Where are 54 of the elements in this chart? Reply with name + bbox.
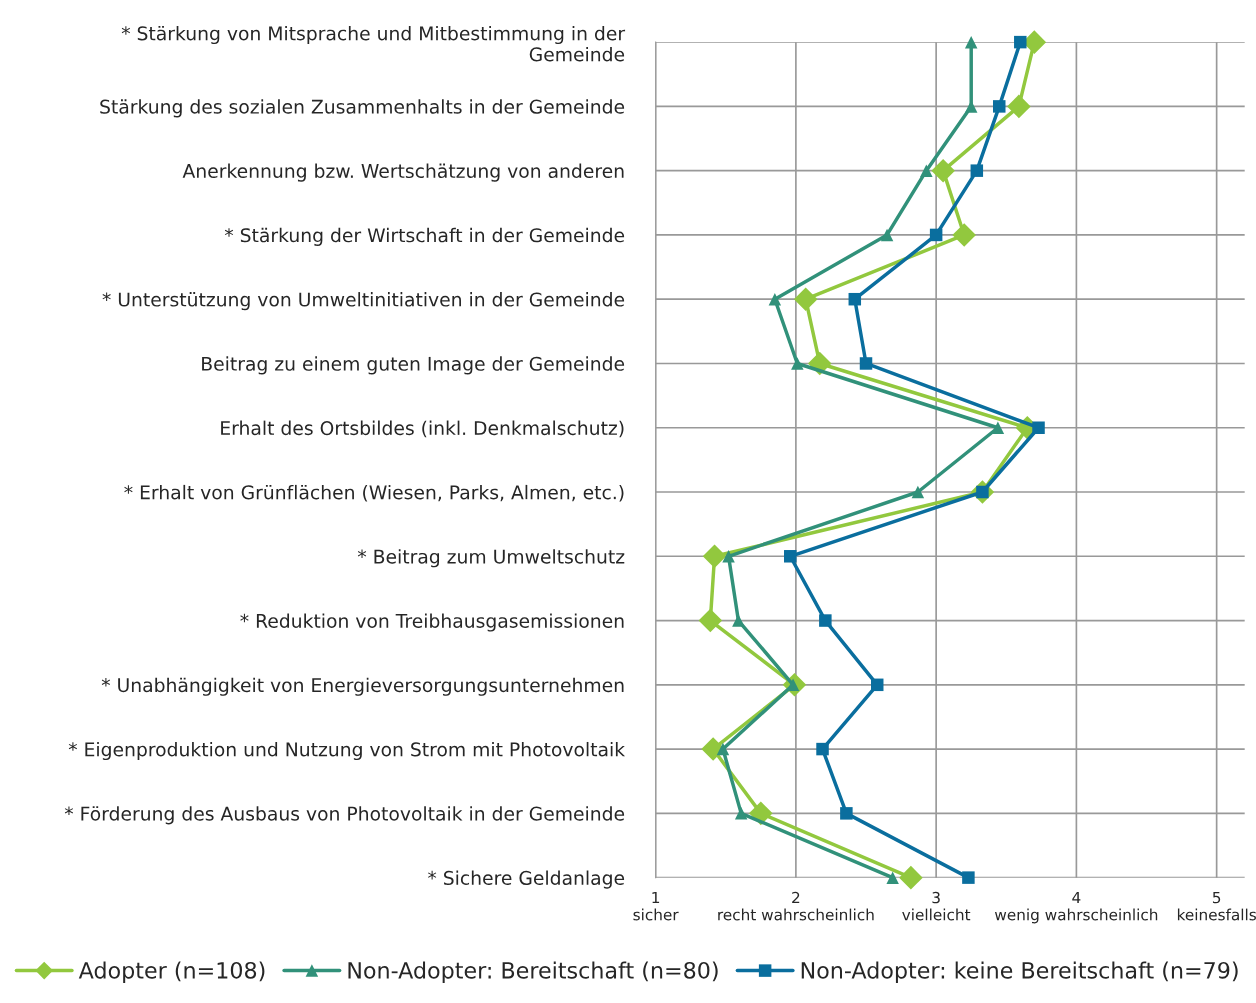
point xyxy=(1032,421,1045,434)
point xyxy=(716,742,730,756)
point xyxy=(793,287,818,311)
x-tick-label: 5 keinesfalls xyxy=(1177,891,1256,921)
point xyxy=(722,550,735,563)
point xyxy=(970,164,984,177)
y-tick-label: Stärkung des sozialen Zusammenhalts in der Gemeinde xyxy=(100,99,625,118)
point xyxy=(1014,35,1027,49)
point xyxy=(859,357,873,370)
point xyxy=(702,544,727,569)
legend-label: Non-Adopter: Bereitschaft (n=80) xyxy=(348,961,718,983)
point xyxy=(816,742,829,756)
point xyxy=(911,485,925,499)
y-tick-label: * Unabhängigkeit von Energieversorgungsunternehmen xyxy=(101,677,624,696)
point xyxy=(768,292,782,306)
y-tick-label: * Unterstützung von Umweltinitiativen in der Gemeinde xyxy=(102,292,625,311)
y-tick-label: * Sichere Geldanlage xyxy=(427,870,625,889)
point xyxy=(1007,94,1031,119)
legend-label: Adopter (n=108) xyxy=(78,961,265,983)
y-tick-label: * Förderung des Ausbaus von Photovoltaik in der Gemeinde xyxy=(64,806,625,825)
y-tick-label: Beitrag zu einem guten Image der Gemeinde xyxy=(202,356,625,375)
point xyxy=(962,871,975,884)
point xyxy=(964,35,978,49)
x-tick-label: 1 sicher xyxy=(633,891,679,921)
point xyxy=(848,292,862,306)
point xyxy=(870,678,884,692)
point xyxy=(993,100,1006,113)
point xyxy=(929,228,943,242)
x-tick-label: 4 wenig wahrscheinlich xyxy=(994,891,1158,924)
point xyxy=(952,223,976,247)
point xyxy=(931,158,955,183)
point xyxy=(840,807,853,820)
point xyxy=(819,614,832,627)
point xyxy=(880,228,894,242)
y-tick-label: * Stärkung der Wirtschaft in der Gemeinde xyxy=(224,227,625,246)
legend-label: Non-Adopter: keine Bereitschaft (n=79) xyxy=(801,961,1238,983)
point xyxy=(886,871,899,884)
y-tick-label: Anerkennung bzw. Wertschätzung von anderen xyxy=(182,163,624,182)
point xyxy=(791,357,804,370)
x-tick-label: 2 recht wahrscheinlich xyxy=(718,891,874,921)
point xyxy=(732,614,745,627)
point xyxy=(920,164,933,177)
y-tick-label: Erhalt des Ortsbildes (inkl. Denkmalschutz) xyxy=(221,420,624,438)
x-tick-label: 3 vielleicht xyxy=(902,891,971,921)
y-tick-label: * Stärkung von Mitsprache und Mitbestimmung in der Gemeinde xyxy=(121,25,626,62)
point xyxy=(784,550,797,563)
point xyxy=(991,421,1005,434)
y-tick-label: * Reduktion von Treibhausgasemissionen xyxy=(240,613,624,632)
point xyxy=(734,807,748,820)
y-tick-label: * Eigenproduktion und Nutzung von Strom mit Photovoltaik xyxy=(68,741,626,761)
point xyxy=(899,865,923,890)
point xyxy=(698,608,723,633)
y-tick-label: * Erhalt von Grünflächen (Wiesen, Parks, Almen, etc.) xyxy=(124,484,624,502)
y-tick-label: * Beitrag zum Umweltschutz xyxy=(357,549,625,568)
